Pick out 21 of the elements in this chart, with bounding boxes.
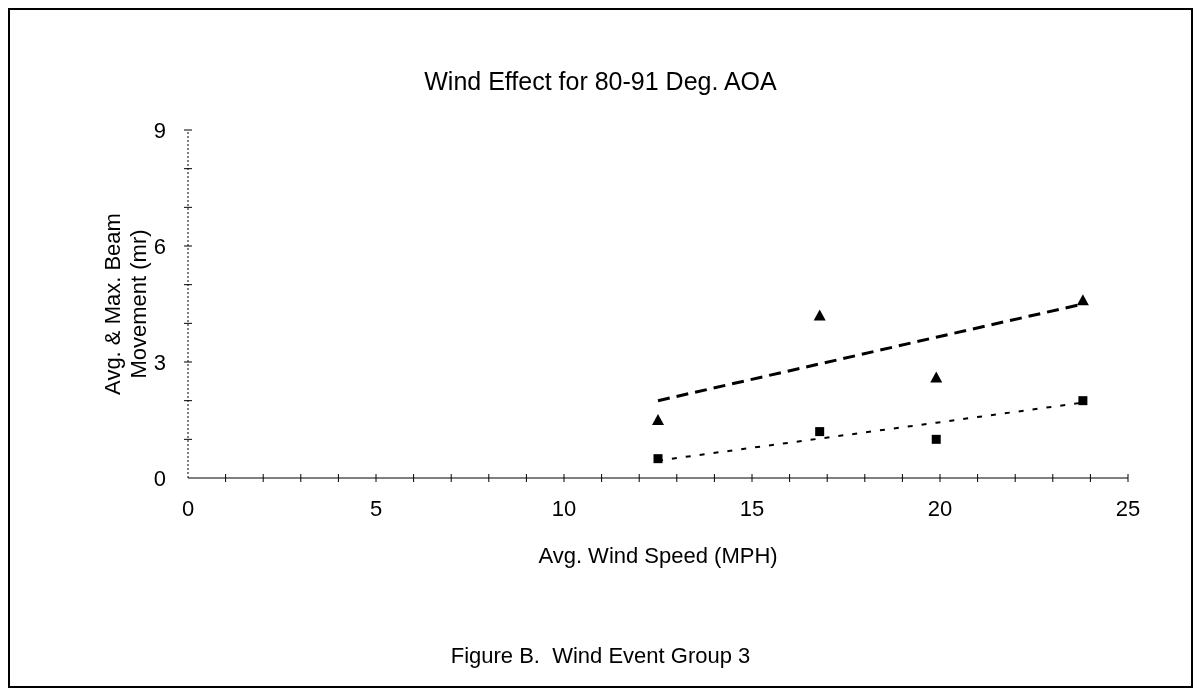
- y-axis-title: Avg. & Max. Beam Movement (mr): [100, 213, 151, 395]
- x-tick-label: 25: [1115, 496, 1141, 521]
- x-tick-label: 5: [369, 496, 383, 521]
- y-tick-label: 9: [153, 118, 166, 143]
- x-tick-label: 10: [551, 496, 577, 521]
- point: [652, 414, 664, 425]
- y-tick-label: 0: [153, 466, 166, 491]
- y-tick-label: 3: [153, 350, 166, 375]
- chart-title: Wind Effect for 80-91 Deg. AOA: [424, 67, 778, 95]
- point: [813, 309, 826, 321]
- point: [931, 434, 941, 444]
- x-axis-title: Avg. Wind Speed (MPH): [538, 543, 778, 568]
- point: [1078, 396, 1088, 406]
- point: [815, 427, 825, 437]
- x-tick-label: 15: [739, 496, 765, 521]
- point: [930, 371, 943, 383]
- text: Figure B. Wind Event Group 3: [450, 643, 751, 668]
- y-tick-label: 6: [153, 234, 166, 259]
- point: [1076, 294, 1089, 306]
- x-tick-label: 0: [181, 496, 195, 521]
- x-tick-label: 20: [927, 496, 953, 521]
